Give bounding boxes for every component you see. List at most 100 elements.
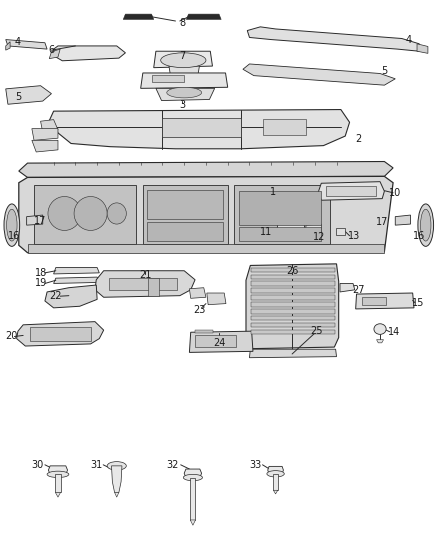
- Text: 23: 23: [193, 305, 205, 315]
- Polygon shape: [27, 215, 43, 225]
- Text: 7: 7: [179, 51, 185, 61]
- Text: 32: 32: [166, 460, 179, 470]
- Text: 22: 22: [49, 291, 62, 301]
- Bar: [28, 244, 385, 253]
- Bar: [239, 191, 321, 225]
- Text: 6: 6: [48, 45, 54, 55]
- Text: 26: 26: [286, 266, 298, 276]
- Polygon shape: [251, 316, 335, 320]
- Bar: [30, 327, 91, 341]
- Polygon shape: [251, 295, 335, 300]
- Text: 19: 19: [35, 278, 48, 288]
- Bar: [148, 278, 159, 296]
- Polygon shape: [395, 215, 410, 225]
- Ellipse shape: [418, 204, 434, 246]
- Bar: [147, 222, 223, 241]
- Polygon shape: [154, 51, 212, 68]
- Polygon shape: [318, 182, 385, 200]
- Polygon shape: [186, 14, 221, 19]
- Polygon shape: [189, 331, 253, 352]
- Ellipse shape: [107, 462, 126, 470]
- Ellipse shape: [4, 204, 20, 246]
- Polygon shape: [115, 492, 119, 497]
- Polygon shape: [6, 86, 51, 104]
- Text: 2: 2: [355, 134, 361, 144]
- Ellipse shape: [7, 209, 17, 241]
- Bar: [325, 187, 376, 196]
- Polygon shape: [17, 321, 104, 346]
- Ellipse shape: [267, 471, 284, 477]
- Polygon shape: [156, 88, 215, 101]
- Text: 25: 25: [311, 326, 323, 336]
- Text: 15: 15: [412, 297, 424, 308]
- Ellipse shape: [184, 474, 202, 481]
- Text: 3: 3: [179, 100, 185, 110]
- Text: 17: 17: [33, 216, 46, 227]
- Text: 21: 21: [139, 270, 151, 280]
- Polygon shape: [55, 492, 60, 497]
- Text: 13: 13: [348, 231, 360, 241]
- Text: 4: 4: [15, 37, 21, 47]
- Text: 16: 16: [8, 231, 21, 241]
- Polygon shape: [207, 293, 226, 305]
- Polygon shape: [169, 66, 199, 74]
- Polygon shape: [123, 14, 154, 19]
- Ellipse shape: [48, 197, 81, 230]
- Polygon shape: [340, 284, 355, 292]
- Ellipse shape: [74, 197, 107, 230]
- Polygon shape: [45, 285, 97, 308]
- Polygon shape: [41, 119, 58, 132]
- Polygon shape: [190, 520, 195, 525]
- Polygon shape: [189, 288, 206, 298]
- Polygon shape: [273, 490, 278, 494]
- Bar: [362, 297, 386, 305]
- Polygon shape: [112, 466, 122, 492]
- Bar: [152, 75, 184, 82]
- Bar: [110, 278, 177, 290]
- Polygon shape: [251, 281, 335, 286]
- Text: 11: 11: [260, 227, 272, 237]
- Polygon shape: [251, 309, 335, 313]
- Polygon shape: [141, 73, 228, 88]
- Polygon shape: [268, 466, 283, 474]
- Polygon shape: [251, 288, 335, 293]
- Text: 5: 5: [381, 67, 388, 76]
- Text: 27: 27: [352, 285, 364, 295]
- Bar: [195, 330, 213, 333]
- Bar: [162, 118, 241, 136]
- Text: 30: 30: [31, 460, 43, 470]
- Polygon shape: [247, 27, 419, 51]
- Polygon shape: [277, 222, 305, 232]
- Polygon shape: [6, 42, 10, 50]
- Text: 33: 33: [249, 460, 261, 470]
- Ellipse shape: [374, 324, 386, 334]
- Bar: [195, 335, 237, 347]
- Text: 20: 20: [5, 332, 17, 342]
- Polygon shape: [417, 44, 428, 53]
- Text: 1: 1: [270, 187, 276, 197]
- Polygon shape: [95, 271, 195, 297]
- Polygon shape: [19, 176, 393, 253]
- Ellipse shape: [161, 53, 206, 68]
- Polygon shape: [246, 264, 339, 349]
- Bar: [34, 185, 136, 244]
- Bar: [190, 478, 195, 520]
- Text: 14: 14: [388, 327, 400, 337]
- Ellipse shape: [167, 87, 201, 98]
- Ellipse shape: [47, 471, 69, 478]
- Ellipse shape: [420, 209, 431, 241]
- Text: 16: 16: [413, 231, 425, 241]
- Bar: [239, 227, 321, 241]
- Polygon shape: [251, 323, 335, 327]
- Bar: [143, 185, 228, 244]
- Text: 18: 18: [35, 268, 48, 278]
- Bar: [273, 474, 278, 490]
- Polygon shape: [48, 466, 67, 474]
- Polygon shape: [336, 228, 345, 235]
- Polygon shape: [53, 277, 99, 284]
- Polygon shape: [32, 128, 58, 140]
- Text: 24: 24: [213, 338, 225, 348]
- Text: 31: 31: [90, 460, 102, 470]
- Polygon shape: [19, 161, 393, 177]
- Polygon shape: [251, 268, 335, 272]
